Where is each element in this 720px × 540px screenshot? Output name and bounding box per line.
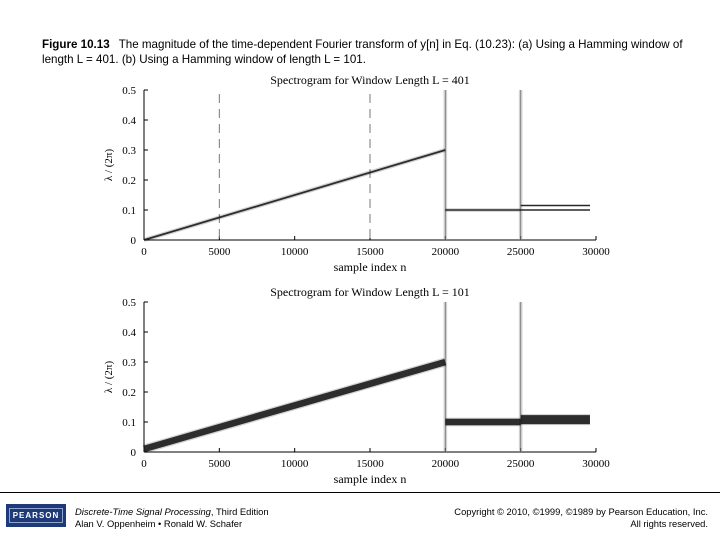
chirp-band — [143, 149, 446, 241]
x-tick-label: 5000 — [208, 458, 231, 470]
x-tick-label: 15000 — [356, 246, 384, 258]
y-tick-label: 0.3 — [122, 357, 136, 369]
y-tick-label: 0.5 — [122, 85, 136, 97]
figure-label: Figure 10.13 — [42, 38, 110, 51]
x-tick-label: 25000 — [507, 458, 535, 470]
y-tick-label: 0 — [131, 447, 137, 459]
x-tick-label: 0 — [141, 458, 147, 470]
spectrogram-chart-b: Spectrogram for Window Length L = 101 0 0.… — [103, 285, 610, 486]
x-tick-label: 10000 — [281, 458, 309, 470]
chart-title: Spectrogram for Window Length L = 401 — [270, 73, 470, 87]
spectrogram-panel-a: Spectrogram for Window Length L = 401 0 0.… — [96, 70, 626, 284]
y-axis-label: λ / (2π) — [103, 361, 115, 394]
y-axis-label: λ / (2π) — [103, 149, 115, 182]
rights-text: All rights reserved. — [630, 518, 708, 529]
book-authors: Alan V. Oppenheim • Ronald W. Schafer — [75, 518, 243, 529]
copyright-text: Copyright © 2010, ©1999, ©1989 by Pearso… — [454, 506, 708, 517]
logo-text: PEARSON — [8, 508, 64, 523]
x-axis-label: sample index n — [334, 260, 407, 274]
book-title-line: Discrete-Time Signal Processing, Third E… — [75, 506, 269, 518]
y-tick-label: 0 — [131, 235, 137, 247]
copyright-block: Copyright © 2010, ©1999, ©1989 by Pearso… — [454, 506, 708, 530]
y-tick-label: 0.5 — [122, 297, 136, 309]
chirp-band — [143, 358, 447, 453]
chart-title: Spectrogram for Window Length L = 101 — [270, 285, 470, 299]
spectrogram-chart-a: Spectrogram for Window Length L = 401 0 0.… — [103, 73, 610, 274]
y-tick-label: 0.2 — [122, 175, 136, 187]
footer-divider — [0, 492, 720, 493]
x-tick-label: 20000 — [432, 458, 460, 470]
x-tick-label: 5000 — [208, 246, 231, 258]
x-axis-label: sample index n — [334, 472, 407, 486]
y-tick-label: 0.1 — [122, 205, 136, 217]
y-tick-label: 0.3 — [122, 145, 136, 157]
x-tick-label: 30000 — [582, 458, 610, 470]
y-tick-label: 0.2 — [122, 387, 136, 399]
x-tick-label: 0 — [141, 246, 147, 258]
book-credit: Discrete-Time Signal Processing, Third E… — [75, 506, 269, 530]
pearson-logo: PEARSON — [6, 504, 66, 527]
x-tick-label: 30000 — [582, 246, 610, 258]
x-tick-label: 25000 — [507, 246, 535, 258]
spectrogram-panel-b: Spectrogram for Window Length L = 101 0 0.… — [96, 282, 626, 496]
y-tick-label: 0.1 — [122, 417, 136, 429]
y-tick-label: 0.4 — [122, 115, 136, 127]
caption-text: The magnitude of the time-dependent Four… — [42, 38, 683, 66]
book-edition: , Third Edition — [210, 506, 269, 517]
x-tick-label: 15000 — [356, 458, 384, 470]
x-tick-label: 20000 — [432, 246, 460, 258]
book-title: Discrete-Time Signal Processing — [75, 506, 211, 517]
x-tick-label: 10000 — [281, 246, 309, 258]
figure-caption: Figure 10.13 The magnitude of the time-d… — [42, 37, 692, 67]
y-tick-label: 0.4 — [122, 327, 136, 339]
